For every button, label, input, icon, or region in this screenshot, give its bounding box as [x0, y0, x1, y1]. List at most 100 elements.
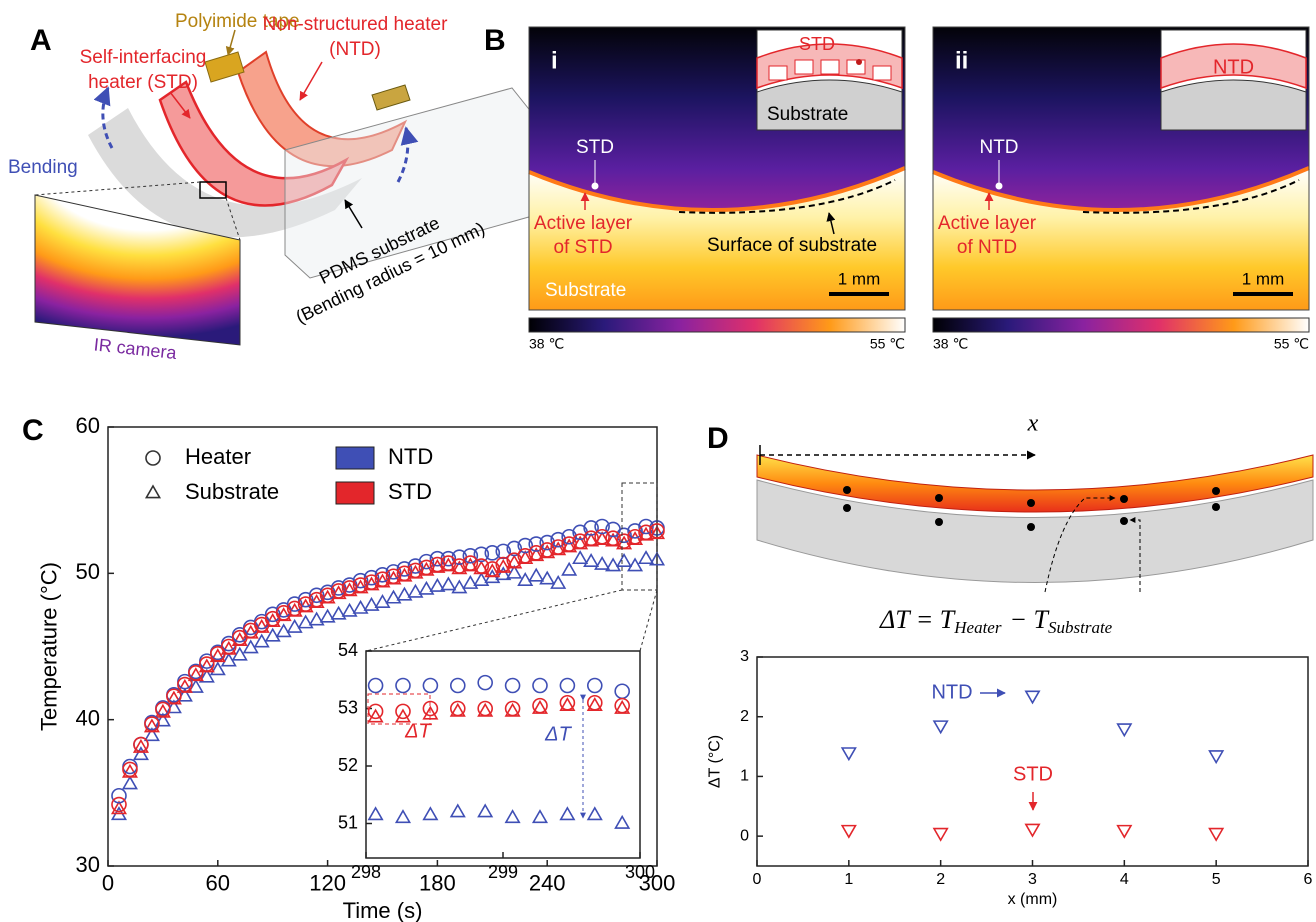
- scale-label: 1 mm: [1242, 269, 1285, 288]
- camera-label: IR camera: [93, 334, 179, 363]
- ntd-heater-label-line: (NTD): [329, 39, 381, 60]
- inset-cell: [769, 66, 787, 80]
- inset-label: Substrate: [767, 104, 848, 125]
- x-tick-label: 2: [936, 871, 945, 888]
- label-arrow: [300, 62, 322, 100]
- y-tick-label: 40: [76, 705, 100, 730]
- formula-sub: Substrate: [1048, 618, 1113, 637]
- substrate-label: Substrate: [545, 280, 626, 301]
- active-layer-label-line: Active layer: [938, 213, 1037, 234]
- probe-dot: [935, 518, 943, 526]
- image-label: ii: [955, 47, 968, 74]
- inset-label: NTD: [1213, 56, 1254, 78]
- x-tick-label: 5: [1212, 871, 1221, 888]
- tape: [205, 52, 244, 82]
- std-heater-label-line: Self-interfacing: [80, 47, 207, 68]
- inset-cell: [873, 66, 891, 80]
- legend-swatch: [336, 482, 374, 504]
- x-tick-label: 1: [844, 871, 853, 888]
- bending-label: Bending: [8, 157, 78, 178]
- series-label: STD: [1013, 763, 1053, 785]
- x-tick-label: 300: [625, 862, 655, 882]
- active-layer-label-line: of NTD: [957, 237, 1017, 258]
- inset-cell: [847, 60, 865, 74]
- label-arrow: [228, 30, 235, 55]
- probe-dot: [1027, 499, 1035, 507]
- colorbar: [933, 318, 1309, 332]
- panel-letter: A: [30, 24, 52, 57]
- inset-label: STD: [799, 34, 835, 54]
- annotation: ΔT: [544, 723, 572, 745]
- y-tick-label: 60: [76, 413, 100, 438]
- colorbar-label: 38 ℃: [529, 336, 564, 352]
- probe-dot: [1212, 503, 1220, 511]
- series-label: NTD: [931, 681, 972, 703]
- probe-dot: [1120, 517, 1128, 525]
- legend-label: NTD: [388, 444, 433, 469]
- active-layer-label-line: Active layer: [534, 213, 633, 234]
- plot-frame: [366, 651, 640, 858]
- colorbar-label: 55 ℃: [1274, 336, 1309, 352]
- y-tick-label: 53: [338, 697, 358, 717]
- formula-part: − T: [1009, 605, 1049, 634]
- probe-dot: [1212, 487, 1220, 495]
- x-tick-label: 4: [1120, 871, 1129, 888]
- x-tick-label: 299: [488, 862, 518, 882]
- ntd-heater-label: Non-structured heater (NTD): [263, 14, 448, 60]
- colorbar-label: 38 ℃: [933, 336, 968, 352]
- y-tick-label: 2: [740, 708, 749, 725]
- std-heater-label: Self-interfacing heater (STD): [80, 47, 207, 93]
- annotation: ΔT: [404, 720, 432, 742]
- legend-swatch: [336, 447, 374, 469]
- scale-label: 1 mm: [838, 269, 881, 288]
- scale-bar: [829, 292, 889, 296]
- y-tick-label: 1: [740, 768, 749, 785]
- x-tick-label: 6: [1304, 871, 1313, 888]
- probe-dot: [935, 494, 943, 502]
- tape: [372, 85, 410, 110]
- panel-letter: B: [484, 24, 506, 57]
- ntd-heater-label-line: Non-structured heater: [263, 14, 448, 35]
- panel-letter: D: [707, 422, 729, 455]
- inset-substrate: [1161, 80, 1306, 130]
- point-label: NTD: [979, 137, 1018, 158]
- y-axis-label: ΔT (°C): [707, 735, 724, 788]
- y-tick-label: 0: [740, 827, 749, 844]
- x-axis-label: x (mm): [1008, 891, 1058, 908]
- formula-part: ΔT = T: [879, 605, 956, 634]
- point-label: STD: [576, 137, 614, 158]
- x-arrow-label: x: [1027, 411, 1039, 437]
- legend-label: Heater: [185, 444, 251, 469]
- surface-label: Surface of substrate: [707, 235, 877, 256]
- formula: ΔT = THeater − TSubstrate: [879, 605, 1113, 637]
- x-tick-label: 240: [529, 871, 566, 896]
- panel-letter: C: [22, 414, 44, 447]
- colorbar: [529, 318, 905, 332]
- x-tick-label: 0: [102, 871, 114, 896]
- y-tick-label: 50: [76, 559, 100, 584]
- inset-cell: [795, 60, 813, 74]
- x-tick-label: 298: [351, 862, 381, 882]
- scale-bar: [1233, 292, 1293, 296]
- probe-dot: [843, 504, 851, 512]
- x-axis-label: Time (s): [343, 898, 423, 922]
- inset-cell: [821, 60, 839, 74]
- x-tick-label: 180: [419, 871, 456, 896]
- active-layer-label-line: of STD: [553, 237, 612, 258]
- formula-sub: Heater: [953, 618, 1002, 637]
- legend-label: STD: [388, 479, 432, 504]
- legend-label: Substrate: [185, 479, 279, 504]
- x-tick-label: 120: [309, 871, 346, 896]
- probe-dot: [843, 486, 851, 494]
- y-tick-label: 52: [338, 755, 358, 775]
- colorbar-label: 55 ℃: [870, 336, 905, 352]
- x-tick-label: 3: [1028, 871, 1037, 888]
- y-axis-label: Temperature (°C): [37, 562, 62, 731]
- y-tick-label: 30: [76, 852, 100, 877]
- std-heater-label-line: heater (STD): [88, 72, 198, 93]
- y-tick-label: 54: [338, 640, 358, 660]
- substrate-box: [285, 88, 536, 278]
- x-tick-label: 60: [206, 871, 230, 896]
- probe-dot: [1120, 495, 1128, 503]
- y-tick-label: 51: [338, 812, 358, 832]
